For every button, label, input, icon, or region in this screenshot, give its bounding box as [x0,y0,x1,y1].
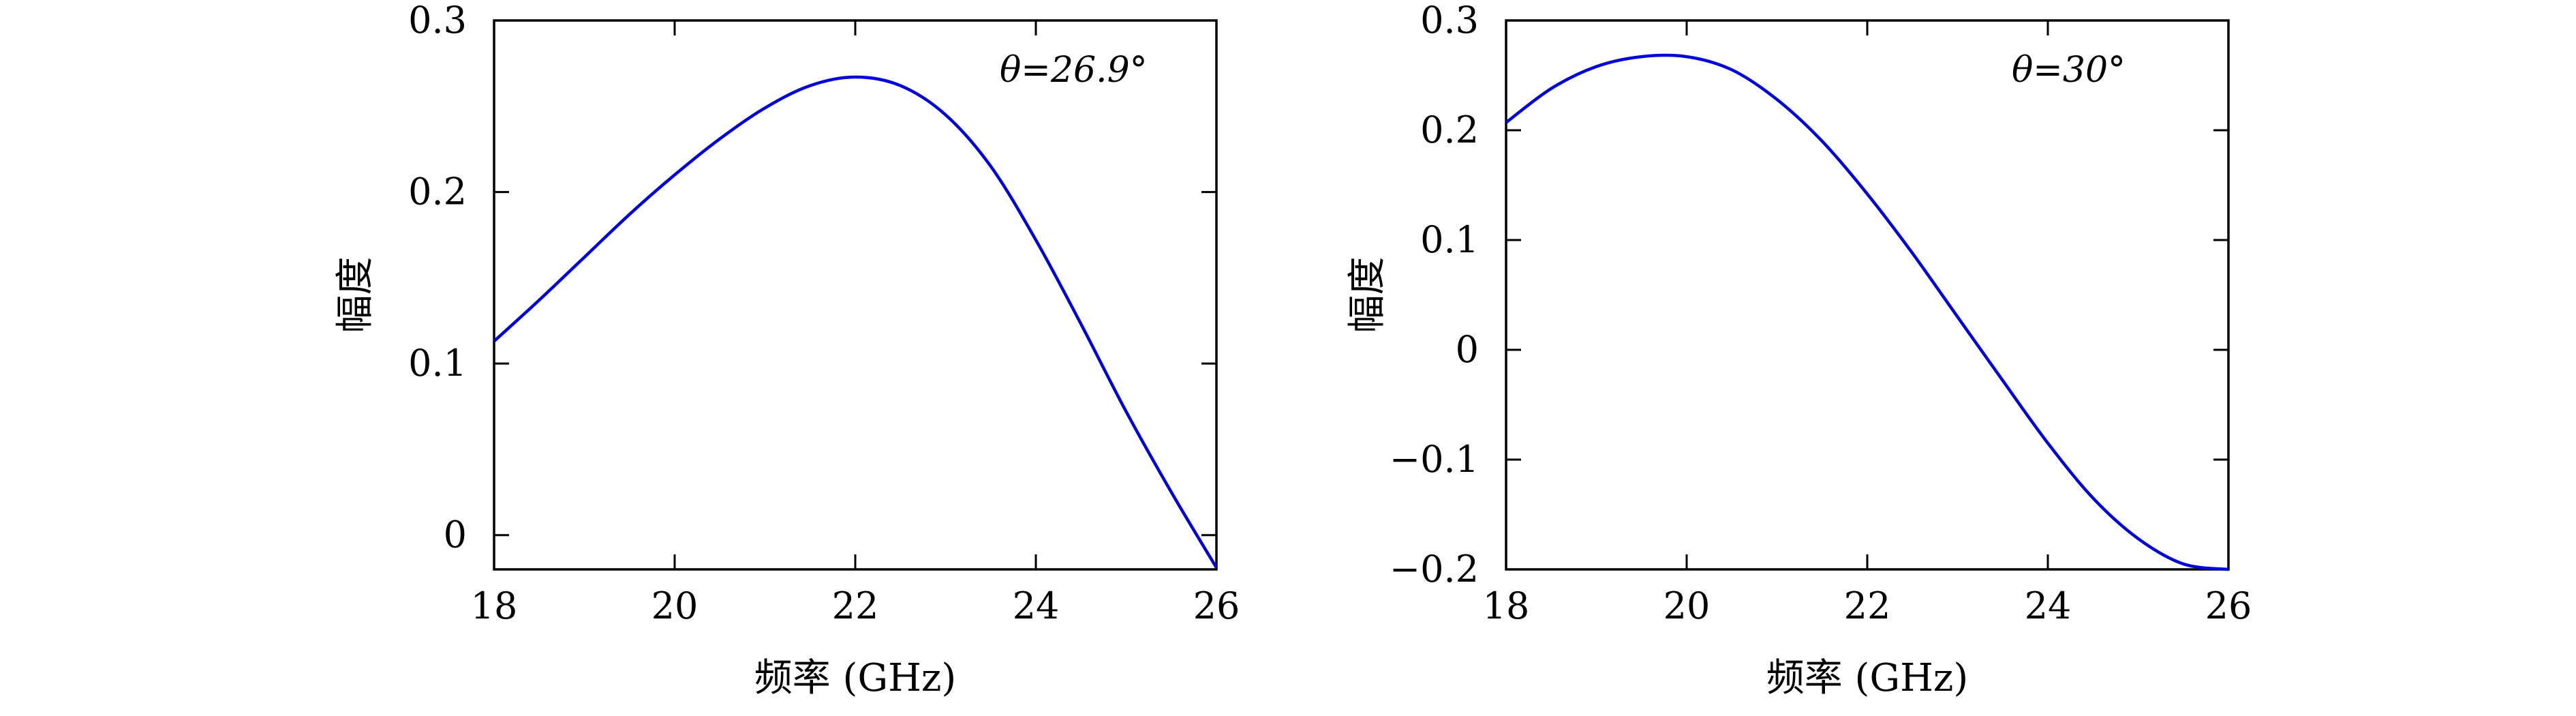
x-ticks: 18 20 22 24 26 [1483,20,2252,627]
x-tick-label: 20 [651,584,699,627]
y-tick-label: 0.2 [1420,108,1479,151]
annotation-theta: θ=26.9° [1000,50,1148,91]
x-tick-label: 26 [2205,584,2252,627]
series-group [1505,53,2229,571]
y-tick-label: 0.2 [408,170,467,213]
series-line [493,75,1218,569]
y-tick-label: 0.1 [1420,218,1479,261]
chart-right: 18 20 22 24 26 −0.2 −0.1 0 0.1 0.2 0.3 θ=30° 频率 (… [1345,0,2252,700]
y-axis-label: 幅度 [1345,257,1390,333]
x-ticks: 18 20 22 24 26 [471,20,1240,627]
y-tick-label: 0 [444,513,467,556]
y-tick-label: 0 [1456,328,1479,371]
x-tick-label: 24 [2025,584,2072,627]
y-tick-label: −0.1 [1390,438,1479,481]
x-axis-label: 频率 (GHz) [1766,656,1969,700]
series-line [1505,53,2229,571]
x-tick-label: 24 [1013,584,1060,627]
plot-frame [1505,19,2230,571]
y-ticks: −0.2 −0.1 0 0.1 0.2 0.3 [1390,0,2228,591]
y-tick-label: 0.3 [1420,0,1479,42]
x-tick-label: 18 [1483,584,1530,627]
plot-frame [493,19,1218,571]
x-tick-label: 22 [1844,584,1891,627]
x-tick-label: 20 [1663,584,1711,627]
chart-left: 18 20 22 24 26 0 0.1 0.2 0.3 θ=26.9° 频率 (GHz) 幅… [333,0,1240,700]
x-tick-label: 18 [471,584,518,627]
series-group [493,75,1218,569]
y-axis-label: 幅度 [333,257,378,333]
y-tick-label: 0.3 [408,0,467,42]
y-tick-label: 0.1 [408,342,467,385]
y-ticks: 0 0.1 0.2 0.3 [408,0,1216,556]
x-tick-label: 22 [832,584,879,627]
x-axis-label: 频率 (GHz) [754,656,957,700]
annotation-theta: θ=30° [2012,50,2126,91]
x-tick-label: 26 [1193,584,1240,627]
y-tick-label: −0.2 [1390,548,1479,591]
